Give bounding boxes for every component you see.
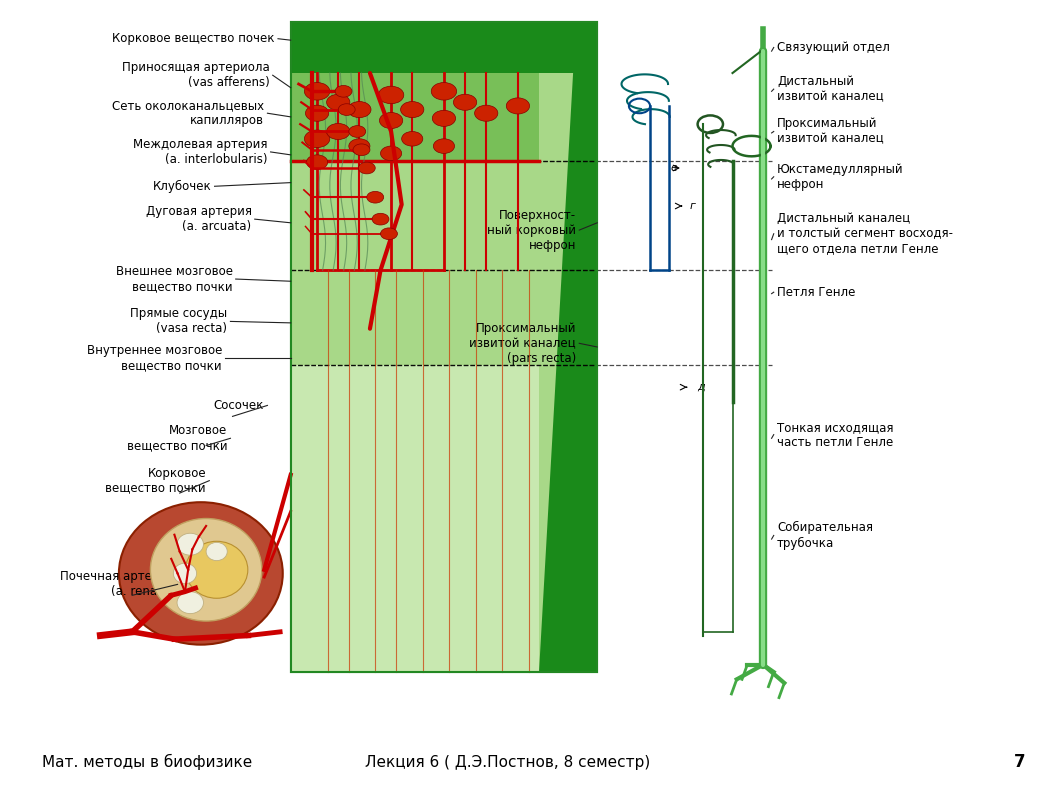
Ellipse shape (206, 542, 227, 561)
Circle shape (305, 105, 329, 121)
Ellipse shape (118, 503, 283, 645)
Polygon shape (291, 160, 539, 365)
Circle shape (402, 132, 423, 146)
Text: Дистальный
извитой каналец: Дистальный извитой каналец (777, 75, 884, 103)
Text: Внешнее мозговое
вещество почки: Внешнее мозговое вещество почки (115, 265, 233, 293)
Text: Проксимальный
извитой каналец: Проксимальный извитой каналец (777, 118, 884, 145)
Polygon shape (291, 22, 597, 73)
Text: е: е (671, 163, 678, 173)
Circle shape (353, 144, 370, 156)
Text: Сосочек: Сосочек (214, 399, 264, 412)
Circle shape (338, 104, 355, 115)
Circle shape (381, 146, 402, 160)
Text: Связующий отдел: Связующий отдел (777, 41, 890, 54)
Circle shape (367, 191, 384, 203)
Ellipse shape (177, 592, 203, 614)
Text: Корковое
вещество почки: Корковое вещество почки (106, 467, 206, 495)
Text: Мозговое
вещество почки: Мозговое вещество почки (127, 424, 227, 453)
Text: Сеть околоканальцевых
капилляров: Сеть околоканальцевых капилляров (112, 99, 264, 127)
Circle shape (378, 87, 404, 104)
Text: Междолевая артерия
(a. interlobularis): Междолевая артерия (a. interlobularis) (133, 138, 267, 166)
Text: Мат. методы в биофизике: Мат. методы в биофизике (42, 754, 253, 770)
Circle shape (453, 94, 477, 110)
Text: Собирательная
трубочка: Собирательная трубочка (777, 522, 873, 549)
Circle shape (433, 139, 455, 153)
Circle shape (506, 98, 530, 114)
Circle shape (327, 94, 350, 110)
Circle shape (381, 228, 397, 240)
Circle shape (327, 123, 350, 140)
Circle shape (432, 110, 456, 126)
Circle shape (431, 83, 457, 100)
Circle shape (304, 130, 330, 148)
Text: Проксимальный
извитой каналец
(pars recta): Проксимальный извитой каналец (pars rect… (469, 322, 576, 364)
Circle shape (379, 113, 403, 129)
Ellipse shape (150, 518, 262, 621)
Circle shape (348, 102, 371, 118)
Circle shape (349, 139, 370, 153)
Text: Прямые сосуды
(vasa recta): Прямые сосуды (vasa recta) (130, 307, 227, 335)
Circle shape (304, 83, 330, 100)
Circle shape (358, 162, 375, 174)
Text: Корковое вещество почек: Корковое вещество почек (112, 33, 275, 45)
Text: Внутреннее мозговое
вещество почки: Внутреннее мозговое вещество почки (87, 344, 222, 372)
Ellipse shape (186, 542, 247, 598)
Polygon shape (291, 22, 597, 672)
Ellipse shape (173, 563, 197, 584)
Text: Поверхност-
ный корковый
нефрон: Поверхност- ный корковый нефрон (487, 209, 576, 252)
Ellipse shape (177, 534, 203, 555)
Text: 7: 7 (1014, 754, 1025, 771)
Text: Дистальный каналец
и толстый сегмент восходя-
щего отдела петли Генле: Дистальный каналец и толстый сегмент вос… (777, 212, 953, 255)
Text: г: г (689, 201, 696, 211)
Text: Юкстамедуллярный
нефрон: Юкстамедуллярный нефрон (777, 163, 904, 191)
Text: Тонкая исходящая
часть петли Генле: Тонкая исходящая часть петли Генле (777, 421, 893, 449)
Text: Приносящая артериола
(vas afferens): Приносящая артериола (vas afferens) (122, 61, 270, 89)
Text: Клубочек: Клубочек (152, 179, 211, 193)
Circle shape (349, 125, 366, 137)
Text: Петля Генле: Петля Генле (777, 286, 855, 299)
Circle shape (475, 105, 498, 121)
Polygon shape (539, 22, 597, 672)
Polygon shape (291, 73, 539, 160)
Circle shape (401, 102, 424, 118)
Text: Почечная артерия
(a. renalis): Почечная артерия (a. renalis) (60, 570, 174, 599)
Text: Дуговая артерия
(a. arcuata): Дуговая артерия (a. arcuata) (146, 205, 252, 233)
Polygon shape (291, 365, 539, 672)
Text: д: д (697, 382, 705, 392)
Circle shape (335, 86, 352, 97)
Circle shape (307, 155, 328, 169)
Text: Лекция 6 ( Д.Э.Постнов, 8 семестр): Лекция 6 ( Д.Э.Постнов, 8 семестр) (365, 755, 650, 769)
Circle shape (372, 214, 389, 225)
